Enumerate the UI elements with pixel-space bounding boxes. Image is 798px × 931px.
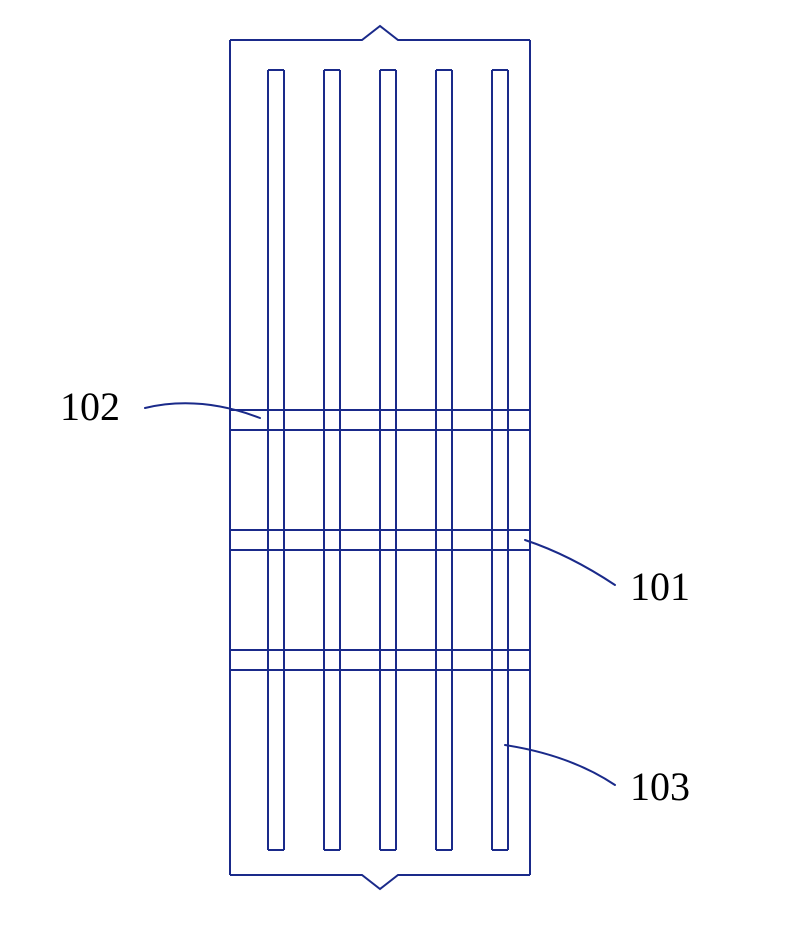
horizontal-band [230, 650, 530, 670]
vertical-slot [324, 70, 340, 850]
vertical-slot [492, 70, 508, 850]
vertical-slot [436, 70, 452, 850]
horizontal-band [230, 410, 530, 430]
column-top-edge [230, 26, 530, 40]
horizontal-band [230, 530, 530, 550]
leader-l103 [505, 745, 615, 785]
leader-l101 [525, 540, 615, 585]
vertical-slot [268, 70, 284, 850]
label-l103: 103 [630, 764, 690, 809]
label-l101: 101 [630, 564, 690, 609]
label-l102: 102 [60, 384, 120, 429]
column-bottom-edge [230, 875, 530, 889]
vertical-slot [380, 70, 396, 850]
